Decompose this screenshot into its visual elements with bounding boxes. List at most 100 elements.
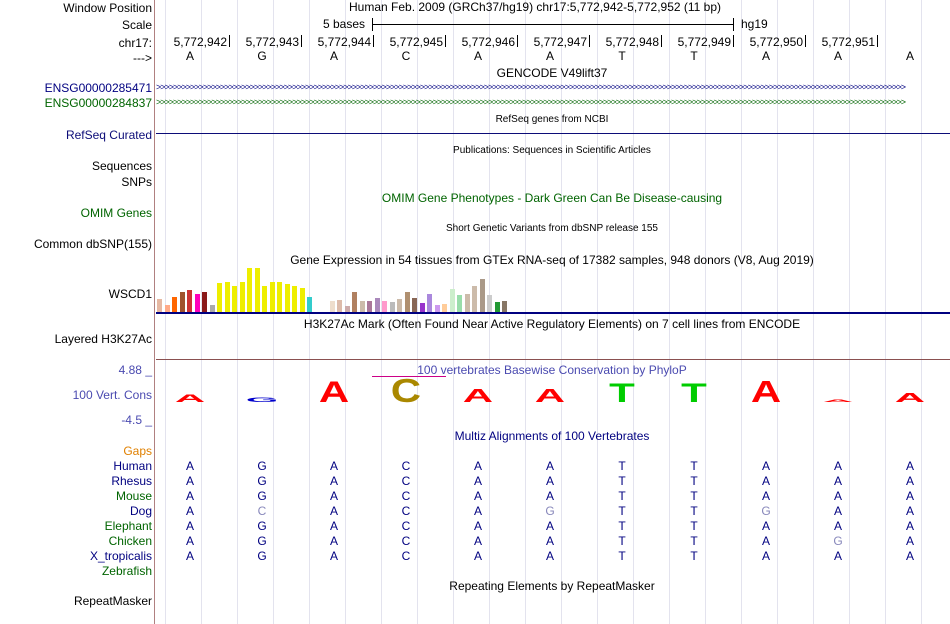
gtex-bar[interactable] bbox=[412, 298, 417, 312]
gtex-bar[interactable] bbox=[464, 294, 470, 312]
gtex-bar[interactable] bbox=[179, 292, 185, 312]
alignment-base: A bbox=[833, 519, 843, 533]
gtex-bar[interactable] bbox=[487, 295, 492, 312]
alignment-base: A bbox=[905, 519, 915, 533]
base-letter[interactable]: G bbox=[257, 49, 267, 63]
gtex-bar[interactable] bbox=[262, 286, 267, 312]
h3k27ac-baseline bbox=[156, 359, 950, 360]
track-label-snps[interactable]: SNPs bbox=[121, 175, 152, 189]
gtex-bar[interactable] bbox=[209, 305, 215, 312]
alignment-base: T bbox=[618, 504, 626, 518]
gtex-bar[interactable] bbox=[307, 297, 312, 312]
gtex-bar[interactable] bbox=[292, 286, 297, 312]
coord-label: 5,772,946 bbox=[461, 35, 515, 49]
track-label-gaps[interactable]: Gaps bbox=[123, 444, 152, 458]
gtex-bar[interactable] bbox=[479, 279, 485, 312]
alignment-base: A bbox=[545, 489, 555, 503]
base-letter[interactable]: A bbox=[761, 49, 771, 63]
gtex-bar[interactable] bbox=[389, 302, 395, 312]
track-label-omim[interactable]: OMIM Genes bbox=[80, 206, 152, 220]
base-letter[interactable]: A bbox=[833, 49, 843, 63]
gtex-bar[interactable] bbox=[494, 302, 500, 312]
species-label[interactable]: Mouse bbox=[115, 489, 152, 503]
coord-tick bbox=[517, 35, 518, 47]
gtex-bar[interactable] bbox=[164, 305, 170, 312]
gtex-bar[interactable] bbox=[157, 299, 162, 312]
gtex-bar[interactable] bbox=[427, 294, 432, 312]
species-label[interactable]: Zebrafish bbox=[101, 564, 152, 578]
species-label[interactable]: Dog bbox=[129, 504, 152, 518]
gtex-bar[interactable] bbox=[329, 301, 335, 312]
base-letter[interactable]: A bbox=[473, 49, 483, 63]
scale-text: 5 bases bbox=[323, 17, 366, 31]
alignment-base: A bbox=[329, 489, 339, 503]
track-label-h3k27ac[interactable]: Layered H3K27Ac bbox=[54, 332, 152, 346]
alignment-base: C bbox=[401, 534, 411, 548]
track-label-gene1[interactable]: ENSG00000285471 bbox=[44, 81, 152, 95]
gtex-bar[interactable] bbox=[404, 292, 410, 312]
gtex-bar[interactable] bbox=[382, 301, 387, 312]
gtex-bar[interactable] bbox=[434, 305, 440, 312]
gtex-bar[interactable] bbox=[299, 288, 305, 312]
track-label-gtex[interactable]: WSCD1 bbox=[108, 287, 152, 301]
gtex-bar[interactable] bbox=[337, 300, 342, 312]
track-label-gene2[interactable]: ENSG00000284837 bbox=[44, 96, 152, 110]
gtex-bar[interactable] bbox=[472, 286, 477, 312]
gtex-bar[interactable] bbox=[217, 283, 222, 312]
base-letter[interactable]: A bbox=[905, 49, 915, 63]
publications-track-title: Publications: Sequences in Scientific Ar… bbox=[453, 145, 651, 156]
gtex-bar[interactable] bbox=[224, 282, 230, 312]
gtex-bar[interactable] bbox=[232, 286, 237, 312]
base-letter[interactable]: T bbox=[690, 49, 698, 63]
gtex-bar[interactable] bbox=[419, 303, 425, 312]
species-label[interactable]: Chicken bbox=[108, 534, 152, 548]
gtex-bar[interactable] bbox=[202, 292, 207, 312]
gtex-bar[interactable] bbox=[367, 301, 372, 312]
base-letter[interactable]: C bbox=[401, 49, 411, 63]
gtex-bar[interactable] bbox=[187, 290, 192, 312]
h3k27ac-track-title: H3K27Ac Mark (Often Found Near Active Re… bbox=[303, 317, 801, 331]
gtex-bar[interactable] bbox=[172, 297, 177, 312]
gtex-bar-chart[interactable] bbox=[156, 268, 950, 312]
species-label[interactable]: Elephant bbox=[104, 519, 152, 533]
track-label-refseq[interactable]: RefSeq Curated bbox=[65, 128, 152, 142]
gtex-bar[interactable] bbox=[442, 304, 447, 312]
alignment-base: A bbox=[905, 489, 915, 503]
gtex-bar[interactable] bbox=[449, 289, 455, 312]
track-label-cons[interactable]: 100 Vert. Cons bbox=[72, 388, 152, 402]
gtex-bar[interactable] bbox=[247, 268, 252, 312]
species-label[interactable]: X_tropicalis bbox=[89, 549, 152, 563]
track-label-dbsnp[interactable]: Common dbSNP(155) bbox=[33, 237, 152, 251]
assembly-label: hg19 bbox=[741, 17, 768, 31]
chrom-label: chr17: bbox=[118, 36, 152, 50]
track-label-sequences[interactable]: Sequences bbox=[91, 159, 152, 173]
gtex-bar[interactable] bbox=[194, 294, 200, 312]
alignment-base: T bbox=[618, 549, 626, 563]
gtex-bar[interactable] bbox=[277, 282, 282, 312]
gene1-feature[interactable]: >>>>>>>>>>>>>>>>>>>>>>>>>>>>>>>>>>>>>>>>… bbox=[156, 82, 906, 92]
cons-letter: A bbox=[535, 385, 565, 404]
gtex-bar[interactable] bbox=[374, 298, 380, 312]
gtex-bar[interactable] bbox=[359, 301, 365, 312]
gtex-bar[interactable] bbox=[352, 292, 357, 312]
alignment-base: A bbox=[545, 474, 555, 488]
base-letter[interactable]: A bbox=[329, 49, 339, 63]
gtex-bar[interactable] bbox=[269, 282, 275, 312]
gene2-feature[interactable]: >>>>>>>>>>>>>>>>>>>>>>>>>>>>>>>>>>>>>>>>… bbox=[156, 97, 906, 107]
base-letter[interactable]: A bbox=[545, 49, 555, 63]
species-label[interactable]: Human bbox=[113, 459, 152, 473]
gtex-bar[interactable] bbox=[239, 282, 245, 312]
gtex-bar[interactable] bbox=[254, 268, 260, 312]
gtex-bar[interactable] bbox=[284, 284, 290, 312]
gtex-bar[interactable] bbox=[344, 306, 350, 312]
base-letter[interactable]: A bbox=[185, 49, 195, 63]
species-label[interactable]: Rhesus bbox=[111, 474, 152, 488]
gtex-bar[interactable] bbox=[457, 295, 462, 312]
base-letter[interactable]: T bbox=[618, 49, 626, 63]
gtex-track-title: Gene Expression in 54 tissues from GTEx … bbox=[290, 253, 814, 267]
refseq-feature[interactable] bbox=[156, 133, 950, 134]
track-label-repeatmasker[interactable]: RepeatMasker bbox=[73, 594, 152, 608]
gtex-bar[interactable] bbox=[502, 301, 507, 312]
gtex-bar[interactable] bbox=[397, 299, 402, 312]
